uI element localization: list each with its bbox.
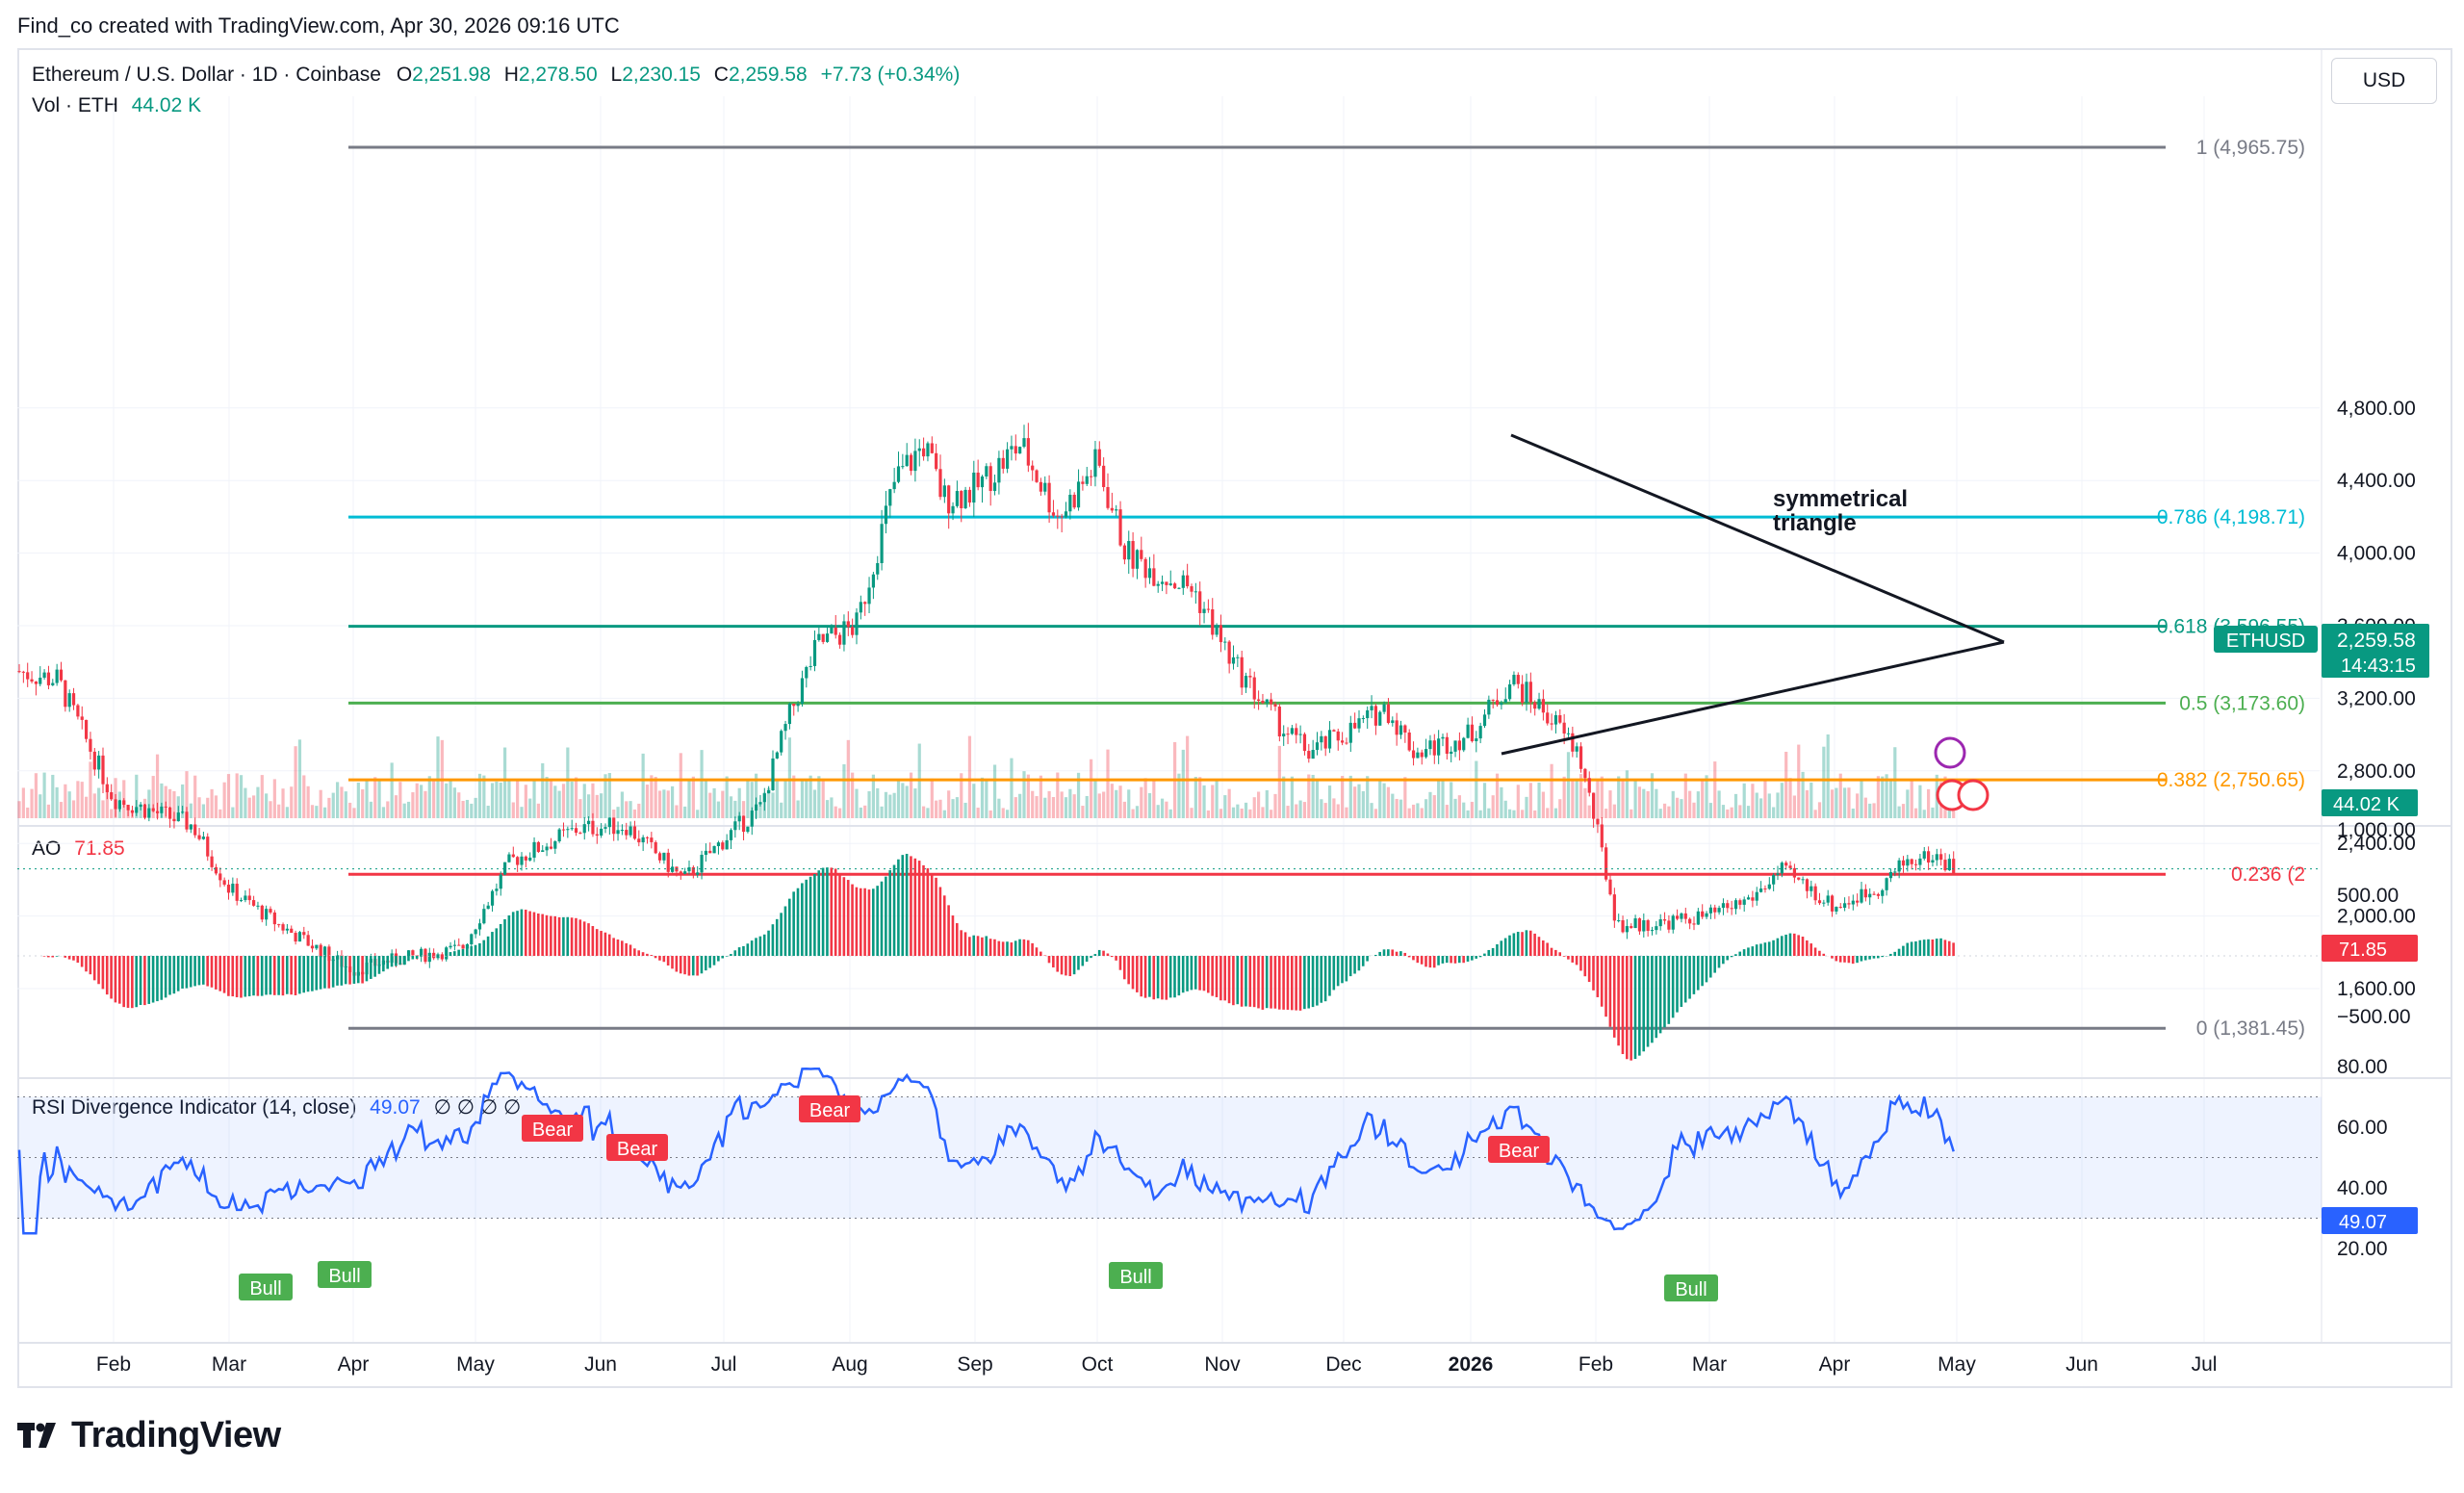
chart-frame [17, 48, 2452, 1388]
currency-button[interactable]: USD [2331, 58, 2437, 104]
change-value: +7.73 (+0.34%) [820, 64, 961, 86]
ao-value: 71.85 [74, 837, 125, 860]
symbol-legend: Ethereum / U.S. Dollar · 1D · Coinbase O… [32, 64, 961, 86]
volume-legend: Vol · ETH 44.02 K [32, 94, 201, 117]
ao-legend: AO 71.85 [32, 837, 125, 861]
rsi-value: 49.07 [370, 1096, 421, 1119]
open-value: 2,251.98 [412, 64, 491, 86]
close-value: 2,259.58 [728, 64, 808, 86]
ao-label: AO [32, 837, 62, 860]
volume-label: Vol · ETH [32, 94, 118, 116]
symbol-title: Ethereum / U.S. Dollar · 1D · Coinbase [32, 64, 381, 86]
rsi-glyphs: ∅ ∅ ∅ ∅ [433, 1096, 522, 1119]
header-attribution: Find_co created with TradingView.com, Ap… [17, 13, 620, 38]
low-value: 2,230.15 [622, 64, 701, 86]
rsi-label: RSI Divergence Indicator (14, close) [32, 1096, 357, 1119]
tradingview-logo[interactable]: TradingView [17, 1415, 281, 1456]
rsi-legend: RSI Divergence Indicator (14, close) 49.… [32, 1095, 521, 1120]
high-value: 2,278.50 [518, 64, 598, 86]
tradingview-wordmark: TradingView [71, 1415, 281, 1455]
tradingview-logo-icon [17, 1422, 56, 1448]
volume-value: 44.02 K [131, 94, 202, 116]
